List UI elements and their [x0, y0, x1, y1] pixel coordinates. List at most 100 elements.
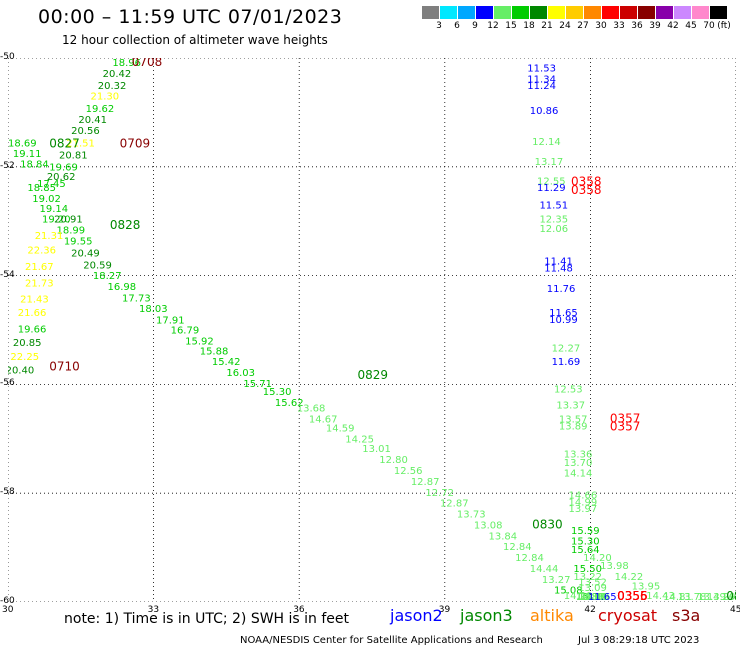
legend-swatch	[692, 6, 710, 19]
legend-swatch	[458, 6, 476, 19]
swh-value: 14.72	[578, 592, 607, 602]
swh-value: 17.73	[122, 294, 151, 305]
swh-value: 20.81	[59, 150, 88, 161]
swh-value: 21.73	[25, 278, 54, 289]
satellite-label-jason3: jason3	[460, 606, 513, 625]
pass-time-label: 0357	[610, 411, 641, 425]
swh-value: 18.84	[20, 160, 49, 171]
legend-swatch	[566, 6, 584, 19]
swh-value: 12.53	[554, 384, 583, 395]
legend-label: 21	[541, 21, 553, 31]
swh-value: 18.99	[57, 226, 86, 237]
swh-value: 12.84	[515, 553, 544, 564]
swh-value: 14.99	[569, 498, 598, 509]
pass-time-label: 0357	[610, 419, 641, 433]
pass-time-label: 0828	[110, 218, 141, 232]
swh-value: 11.34	[527, 74, 556, 85]
legend-label: 18	[523, 21, 535, 31]
swh-value: 14.22	[615, 572, 644, 583]
swh-value: 11.65	[588, 592, 617, 602]
swh-value: 13.95	[632, 581, 661, 592]
page-title: 00:00 – 11:59 UTC 07/01/2023	[38, 6, 343, 28]
satellite-label-s3a: s3a	[672, 606, 701, 625]
footer-note: note: 1) Time is in UTC; 2) SWH is in fe…	[64, 611, 350, 627]
swh-value: 14.81	[663, 592, 692, 602]
y-tick-label: -54	[0, 269, 15, 280]
swh-value: 12.84	[503, 542, 532, 553]
swh-value: 11.29	[537, 183, 566, 194]
swh-value: 21.67	[25, 262, 54, 273]
swh-value: 21.66	[18, 308, 47, 319]
swh-value: 13.09	[581, 592, 610, 602]
swh-value: 14.20	[583, 553, 612, 564]
swh-value: 18.96	[112, 58, 141, 69]
swh-value: 13.89	[559, 421, 588, 432]
swh-value: 20.62	[47, 172, 76, 183]
legend-label: 30	[595, 21, 607, 31]
swh-value: 18.69	[8, 139, 37, 150]
legend-label: 36	[631, 21, 643, 31]
satellite-label-altika: altika	[530, 606, 574, 625]
legend-swatch	[602, 6, 620, 19]
swh-value: 11.24	[527, 81, 556, 92]
swh-value: 19.14	[40, 204, 69, 215]
swh-value: 20.49	[71, 248, 100, 259]
swh-value: 19.20	[42, 215, 71, 226]
swh-value: 16.98	[107, 282, 136, 293]
swh-value: 21.51	[66, 139, 95, 150]
swh-value: 11.69	[552, 357, 581, 368]
swh-value: 22.25	[10, 352, 39, 363]
swh-value: 20.42	[103, 69, 132, 80]
legend-label: 24	[559, 21, 571, 31]
pass-time-label: 0827	[49, 137, 80, 151]
timestamp-text: Jul 3 08:29:18 UTC 2023	[578, 635, 700, 646]
swh-value: 14.67	[309, 414, 338, 425]
swh-value: 14.59	[326, 424, 355, 435]
swh-value: 14.66	[569, 490, 598, 501]
swh-value: 16.03	[226, 368, 255, 379]
swh-value: 13.52	[578, 578, 607, 589]
pass-time-label: 0358	[571, 175, 602, 189]
y-tick-label: -58	[0, 487, 15, 498]
swh-value: 13.49	[697, 592, 726, 602]
swh-value: 20.32	[98, 81, 127, 92]
swh-value: 12.80	[379, 455, 408, 466]
pass-time-label: 0358	[571, 183, 602, 197]
swh-value: 14.14	[564, 469, 593, 480]
legend-swatch	[422, 6, 440, 19]
y-tick-label: -52	[0, 160, 15, 171]
swh-value: 11.41	[544, 257, 573, 268]
legend-label: 39	[649, 21, 661, 31]
legend-label: 3	[436, 21, 442, 31]
swh-value: 19.62	[86, 104, 115, 115]
legend-label: 6	[454, 21, 460, 31]
swh-value: 13.09	[578, 583, 607, 594]
swh-value: 13.01	[362, 444, 391, 455]
swh-value: 20.59	[83, 260, 112, 271]
legend-swatch	[548, 6, 566, 19]
swh-value: 18.85	[27, 183, 56, 194]
legend-swatch	[476, 6, 494, 19]
y-tick-label: -50	[0, 52, 15, 62]
pass-time-label: 0355	[617, 589, 648, 602]
swh-value: 13.70	[564, 458, 593, 469]
swh-value: 14.88	[576, 592, 605, 602]
swh-value: 11.48	[544, 264, 573, 275]
swh-value: 12.87	[440, 499, 469, 510]
swh-value: 19.11	[13, 149, 42, 160]
legend-label: 42	[667, 21, 679, 31]
swh-value: 18.27	[93, 271, 122, 282]
legend-swatch	[656, 6, 674, 19]
pass-time-label: 0709	[120, 137, 151, 151]
satellite-label-jason2: jason2	[390, 606, 443, 625]
swh-value: 14.25	[345, 434, 374, 445]
swh-value: 14.39	[721, 592, 736, 602]
swh-value: 21.43	[20, 295, 49, 306]
pass-time-label: 0829	[357, 368, 388, 382]
swh-value: 19.69	[49, 162, 78, 173]
swh-value: 12.14	[532, 137, 561, 148]
swh-value: 13.57	[559, 414, 588, 425]
pass-time-label: 0830	[532, 517, 563, 531]
swh-value: 13.08	[578, 592, 607, 602]
satellite-label-cryosat: cryosat	[598, 606, 658, 625]
